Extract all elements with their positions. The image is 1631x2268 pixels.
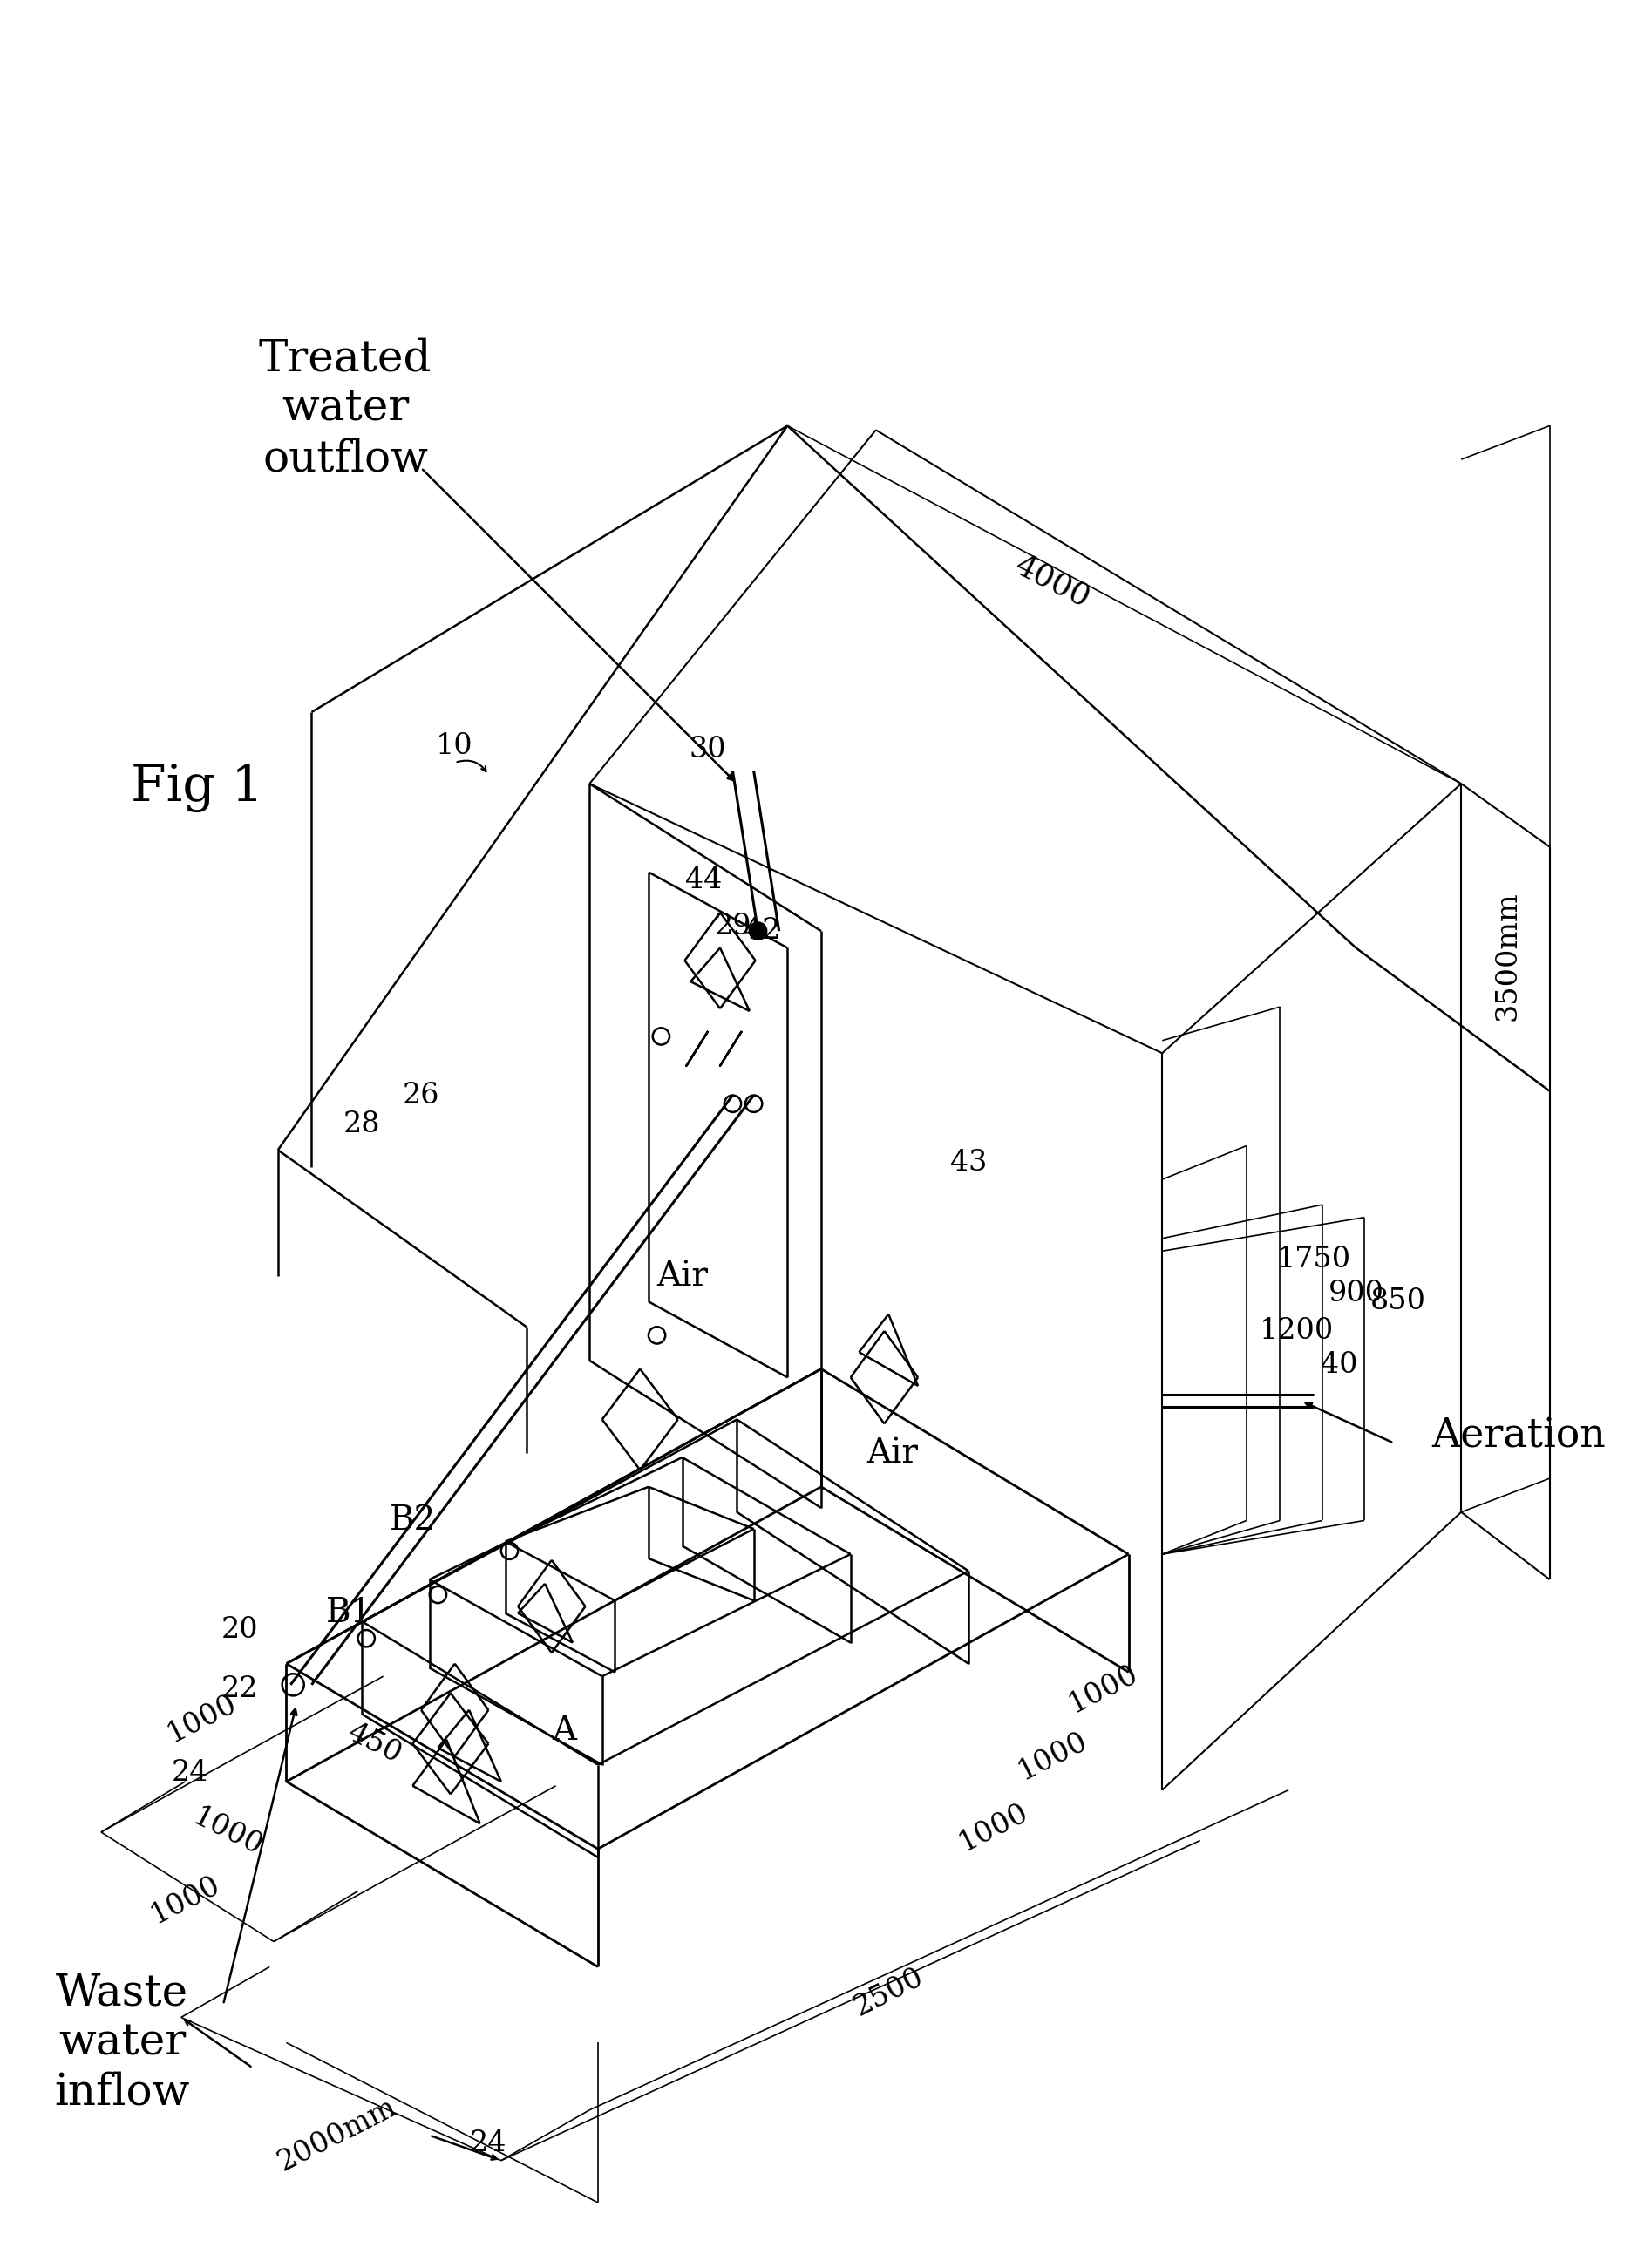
Text: 24: 24 [470,2130,507,2157]
Text: 28: 28 [344,1111,380,1139]
Text: Air: Air [868,1438,918,1470]
Text: Treated
water
outflow: Treated water outflow [259,338,432,481]
Text: 26: 26 [403,1082,440,1109]
Text: 4000: 4000 [1010,551,1094,612]
Text: 850: 850 [1370,1288,1425,1315]
Text: 1200: 1200 [1259,1318,1334,1345]
Text: B2: B2 [390,1504,435,1538]
Text: 40: 40 [1321,1352,1357,1379]
Text: 3500mm: 3500mm [1494,891,1522,1021]
Text: 900: 900 [1328,1279,1383,1306]
Text: 20: 20 [222,1617,259,1644]
Text: 29: 29 [714,914,752,941]
Text: Waste
water
inflow: Waste water inflow [54,1971,189,2114]
Circle shape [750,923,767,939]
Text: 24: 24 [171,1760,209,1787]
Text: 44: 44 [685,866,721,894]
Text: 1000: 1000 [1063,1660,1143,1719]
Text: Fig 1: Fig 1 [130,764,263,812]
Text: 43: 43 [949,1148,987,1177]
Text: 1000: 1000 [145,1871,225,1928]
Text: 2000mm: 2000mm [272,2093,401,2177]
Text: 450: 450 [344,1719,406,1769]
Text: Aeration: Aeration [1432,1418,1607,1456]
Text: 1000: 1000 [1013,1726,1093,1785]
Text: 1750: 1750 [1277,1245,1350,1272]
Text: 2500: 2500 [850,1962,928,2021]
Text: 10: 10 [435,733,473,760]
Text: A: A [551,1715,576,1746]
Text: B1: B1 [326,1597,373,1628]
Text: Air: Air [656,1261,708,1293]
Text: 22: 22 [222,1676,259,1703]
Text: 42: 42 [744,916,781,946]
Text: 1000: 1000 [954,1799,1034,1857]
Text: 1000: 1000 [188,1803,267,1862]
Text: 30: 30 [688,737,726,764]
Text: 1000: 1000 [163,1690,241,1749]
